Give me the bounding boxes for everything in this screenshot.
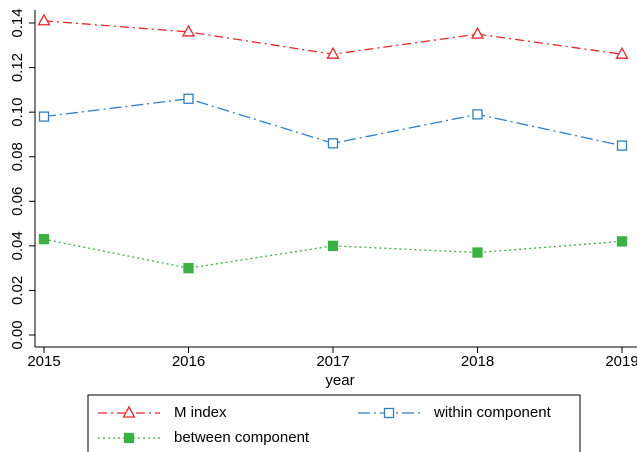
marker [383,407,395,419]
x-axis-label: year [325,372,354,389]
marker [183,93,194,104]
y-tick-label: 0.02 [9,276,26,305]
marker [37,13,51,26]
marker [327,138,339,149]
y-tick-label: 0.14 [9,8,26,37]
x-tick-label: 2018 [461,353,494,370]
marker [616,140,628,151]
y-tick-label: 0.06 [9,187,26,216]
y-tick-label: 0.12 [9,53,26,82]
marker [183,262,194,274]
x-tick-label: 2017 [316,353,349,370]
marker [470,26,485,39]
marker [181,24,196,37]
y-tick-label: 0.10 [9,98,26,127]
x-tick-label: 2015 [27,353,60,370]
y-tick-label: 0.00 [9,320,26,349]
legend-label: between component [174,429,310,446]
marker [615,46,629,59]
series-line [43,238,623,269]
marker [326,46,340,59]
legend-label: within component [433,404,552,421]
legend [87,394,581,452]
marker [38,234,50,245]
marker [38,111,50,122]
marker [472,109,483,120]
legend-label: M index [174,404,227,421]
y-tick-label: 0.08 [9,142,26,171]
marker [327,240,339,252]
marker [122,405,136,418]
x-tick-label: 2016 [172,353,205,370]
marker [616,236,628,247]
y-tick-label: 0.04 [9,231,26,260]
marker [472,247,483,258]
x-tick-label: 2019 [605,353,637,370]
marker [123,432,135,444]
